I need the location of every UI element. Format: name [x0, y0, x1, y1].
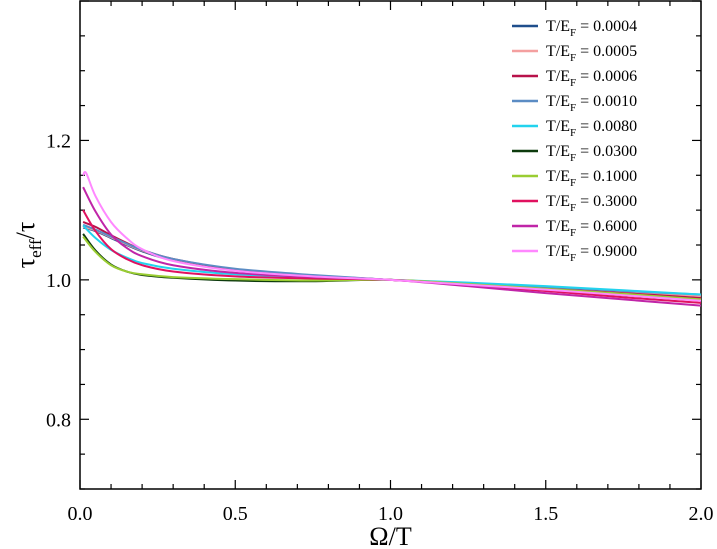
legend-item: T/EF = 0.3000	[512, 193, 637, 214]
legend-value: = 0.0006	[576, 68, 637, 85]
legend-item: T/EF = 0.0010	[512, 93, 637, 114]
y-axis-label-tail: /τ	[11, 222, 40, 240]
legend-value: = 0.0005	[576, 43, 637, 60]
legend-value: = 0.9000	[576, 243, 637, 260]
legend-item: T/EF = 0.1000	[512, 168, 637, 189]
series-line-0.3000	[82, 209, 702, 304]
legend-label: T/EF = 0.0004	[546, 18, 637, 39]
y-axis-label-main: τ	[11, 258, 40, 268]
legend-label: T/EF = 0.0006	[546, 68, 637, 89]
legend-prefix: T/E	[546, 43, 570, 60]
legend-prefix: T/E	[546, 118, 570, 135]
x-tick-label: 2.0	[689, 503, 714, 525]
legend-prefix: T/E	[546, 243, 570, 260]
legend-subscript: F	[570, 27, 576, 39]
legend-subscript: F	[570, 52, 576, 64]
legend-subscript: F	[570, 102, 576, 114]
x-tick-label: 1.0	[378, 503, 403, 525]
legend-subscript: F	[570, 152, 576, 164]
legend-value: = 0.6000	[576, 218, 637, 235]
legend-prefix: T/E	[546, 68, 570, 85]
legend-value: = 0.0004	[576, 18, 637, 35]
legend-item: T/EF = 0.0005	[512, 43, 637, 64]
x-tick-label: 0.0	[68, 503, 93, 525]
legend-subscript: F	[570, 127, 576, 139]
y-tick-label: 1.2	[46, 130, 71, 152]
legend-prefix: T/E	[546, 143, 570, 160]
legend-value: = 0.0300	[576, 143, 637, 160]
y-tick-label: 1.0	[46, 270, 71, 292]
legend-label: T/EF = 0.3000	[546, 193, 637, 214]
legend-prefix: T/E	[546, 193, 570, 210]
legend-item: T/EF = 0.0004	[512, 18, 637, 39]
tick-labels: 0.0 0.5 1.0 1.5 2.0 0.8 1.0 1.2	[46, 130, 714, 525]
legend-value: = 0.0080	[576, 118, 637, 135]
legend-label: T/EF = 0.0010	[546, 93, 637, 114]
legend-label: T/EF = 0.9000	[546, 243, 637, 264]
legend-item: T/EF = 0.6000	[512, 218, 637, 239]
legend-value: = 0.3000	[576, 193, 637, 210]
legend-label: T/EF = 0.1000	[546, 168, 637, 189]
y-tick-label: 0.8	[46, 409, 71, 431]
legend-subscript: F	[570, 177, 576, 189]
legend-item: T/EF = 0.0300	[512, 143, 637, 164]
y-axis-label: τeff/τ	[11, 222, 45, 269]
legend-label: T/EF = 0.0080	[546, 118, 637, 139]
legend-subscript: F	[570, 202, 576, 214]
legend-label: T/EF = 0.6000	[546, 218, 637, 239]
legend-prefix: T/E	[546, 18, 570, 35]
legend-label: T/EF = 0.0005	[546, 43, 637, 64]
legend-subscript: F	[570, 227, 576, 239]
legend-prefix: T/E	[546, 168, 570, 185]
legend-prefix: T/E	[546, 218, 570, 235]
series-line-0.9000	[82, 171, 702, 302]
legend-label: T/EF = 0.0300	[546, 143, 637, 164]
x-axis-label: Ω/T	[369, 522, 412, 549]
y-axis-label-sub: eff	[26, 239, 45, 258]
legend-subscript: F	[570, 252, 576, 264]
legend-subscript: F	[570, 77, 576, 89]
legend-item: T/EF = 0.0006	[512, 68, 637, 89]
series-line-0.6000	[82, 186, 702, 307]
x-tick-label: 0.5	[223, 503, 248, 525]
legend-item: T/EF = 0.9000	[512, 243, 637, 264]
legend-value: = 0.0010	[576, 93, 637, 110]
legend-value: = 0.1000	[576, 168, 637, 185]
legend-item: T/EF = 0.0080	[512, 118, 637, 139]
legend-prefix: T/E	[546, 93, 570, 110]
x-tick-label: 1.5	[533, 503, 558, 525]
data-lines	[82, 171, 702, 307]
